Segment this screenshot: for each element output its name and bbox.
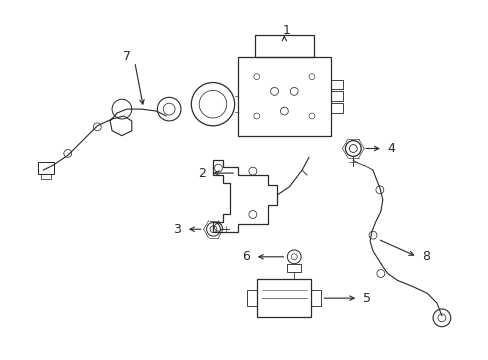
Bar bbox=[41, 174, 51, 179]
Bar bbox=[247, 290, 257, 306]
Bar bbox=[254, 35, 313, 57]
Text: 5: 5 bbox=[363, 292, 370, 305]
Bar bbox=[287, 264, 301, 271]
Bar bbox=[330, 103, 342, 113]
Text: 6: 6 bbox=[242, 250, 249, 263]
Text: 7: 7 bbox=[122, 50, 131, 63]
Bar bbox=[311, 290, 321, 306]
Bar bbox=[330, 80, 342, 89]
Text: 1: 1 bbox=[282, 24, 290, 37]
Text: 2: 2 bbox=[197, 167, 205, 180]
Bar bbox=[38, 162, 54, 174]
Bar bbox=[237, 57, 330, 136]
Text: 4: 4 bbox=[387, 142, 395, 155]
Text: 3: 3 bbox=[173, 223, 181, 236]
Bar bbox=[257, 279, 311, 317]
Text: 8: 8 bbox=[421, 250, 429, 263]
Bar bbox=[330, 91, 342, 101]
